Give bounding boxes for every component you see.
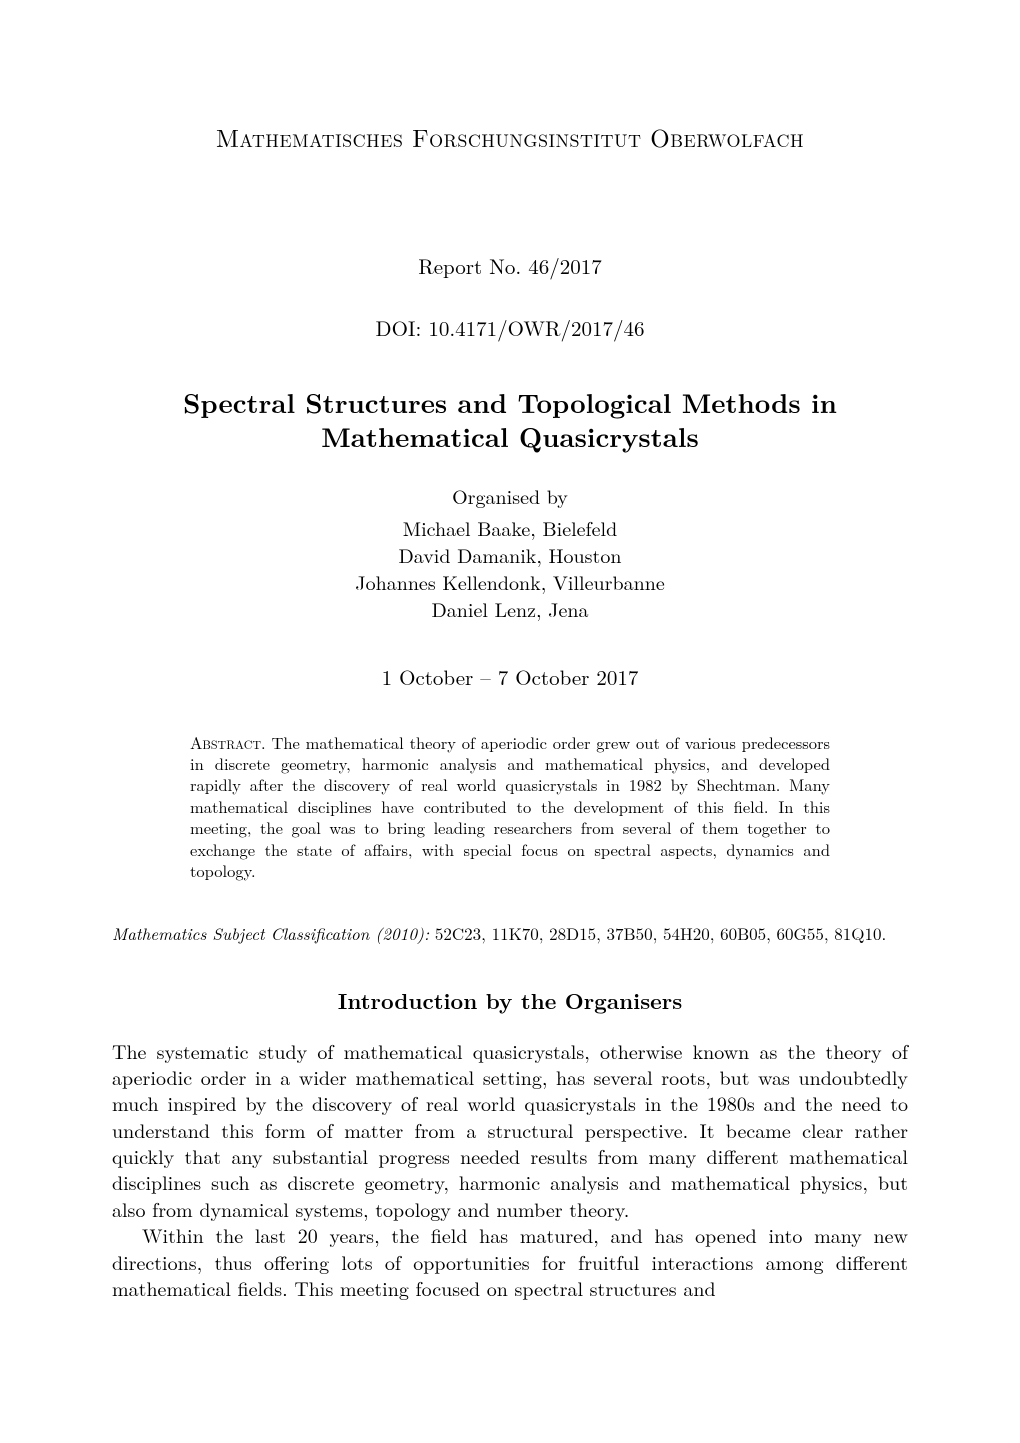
abstract-text: The mathematical theory of aperiodic ord… [190, 730, 830, 883]
msc-codes: 52C23, 11K70, 28D15, 37B50, 54H20, 60B05… [435, 921, 886, 945]
msc-block: Mathematics Subject Classification (2010… [112, 922, 908, 945]
organiser-3: Johannes Kellendonk, Villeurbanne [112, 568, 908, 595]
doi: DOI: 10.4171/OWR/2017/46 [112, 313, 908, 343]
page: Mathematisches Forschungsinstitut Oberwo… [0, 0, 1020, 1443]
organiser-4: Daniel Lenz, Jena [112, 595, 908, 622]
paper-title: Spectral Structures and Topological Meth… [170, 385, 850, 453]
intro-heading: Introduction by the Organisers [112, 985, 908, 1016]
intro-body: The systematic study of mathematical qua… [112, 1038, 908, 1302]
report-number: Report No. 46/2017 [112, 251, 908, 281]
intro-paragraph-1: The systematic study of mathematical qua… [112, 1038, 908, 1223]
institute-name: Mathematisches Forschungsinstitut Oberwo… [112, 120, 908, 155]
organiser-2: David Damanik, Houston [112, 541, 908, 568]
workshop-dates: 1 October – 7 October 2017 [112, 662, 908, 692]
abstract-block: Abstract. The mathematical theory of ape… [190, 732, 830, 882]
intro-paragraph-2: Within the last 20 years, the field has … [112, 1222, 908, 1301]
abstract-label: Abstract. [190, 730, 266, 754]
msc-label: Mathematics Subject Classification (2010… [112, 921, 429, 945]
organisers-list: Michael Baake, Bielefeld David Damanik, … [112, 514, 908, 622]
organiser-1: Michael Baake, Bielefeld [112, 514, 908, 541]
title-line-2: Mathematical Quasicrystals [321, 416, 698, 455]
organised-by-label: Organised by [112, 481, 908, 510]
